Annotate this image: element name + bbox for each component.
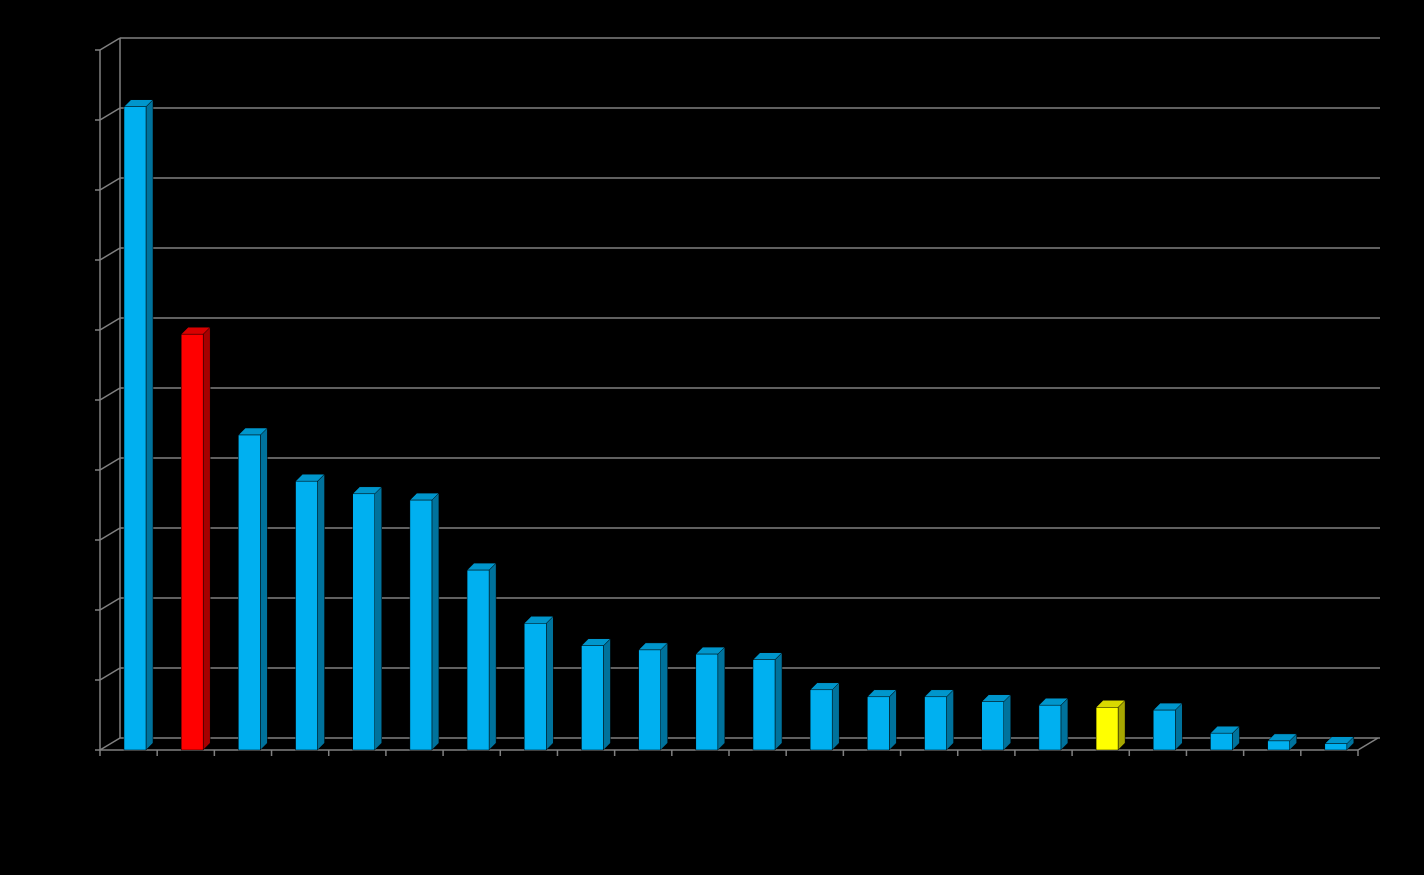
floor-edge xyxy=(1357,737,1379,751)
bar xyxy=(581,645,604,751)
y-tick-depth xyxy=(99,37,121,51)
bar-side xyxy=(202,326,211,751)
bar-side xyxy=(831,682,840,751)
bar xyxy=(1210,732,1233,751)
bar-side xyxy=(374,486,382,751)
bar xyxy=(180,333,204,751)
bar-side xyxy=(660,642,668,751)
bar xyxy=(1267,740,1290,751)
bar xyxy=(238,434,261,751)
y-tick-depth xyxy=(99,247,121,261)
y-tick-depth xyxy=(99,317,121,331)
bar xyxy=(638,649,661,751)
y-tick-depth xyxy=(99,387,121,401)
bar xyxy=(295,480,318,751)
bar-side xyxy=(488,562,497,751)
bar-side xyxy=(145,99,154,751)
y-tick-depth xyxy=(99,457,121,471)
bar-side xyxy=(260,427,268,751)
bar xyxy=(1324,743,1348,751)
bar-side xyxy=(1003,694,1011,751)
y-tick-depth xyxy=(99,177,121,191)
bar xyxy=(1153,709,1176,751)
bar-side xyxy=(1117,699,1126,751)
bar xyxy=(1038,704,1062,751)
y-tick-depth xyxy=(99,667,121,681)
bar xyxy=(867,696,890,751)
y-tick-depth xyxy=(99,737,121,751)
bar-side xyxy=(603,638,611,751)
bar-side xyxy=(889,689,897,751)
bar xyxy=(466,569,490,751)
bar xyxy=(809,689,833,751)
bar xyxy=(924,696,947,751)
bar-side xyxy=(317,473,325,751)
bar xyxy=(524,623,547,751)
y-tick-depth xyxy=(99,107,121,121)
y-tick-depth xyxy=(99,597,121,611)
bar-side xyxy=(717,646,726,751)
bar-side xyxy=(946,689,954,751)
bar xyxy=(352,493,375,751)
bar xyxy=(1095,707,1119,751)
bar xyxy=(752,659,776,751)
bar xyxy=(123,106,147,751)
bar-side xyxy=(431,492,440,751)
bar-side xyxy=(774,652,783,751)
y-tick-depth xyxy=(99,527,121,541)
bar xyxy=(695,653,719,751)
bar-side xyxy=(1175,702,1183,751)
bar xyxy=(981,701,1004,751)
bar-side xyxy=(1060,697,1069,751)
bar xyxy=(409,499,433,751)
bar-side xyxy=(546,615,554,751)
